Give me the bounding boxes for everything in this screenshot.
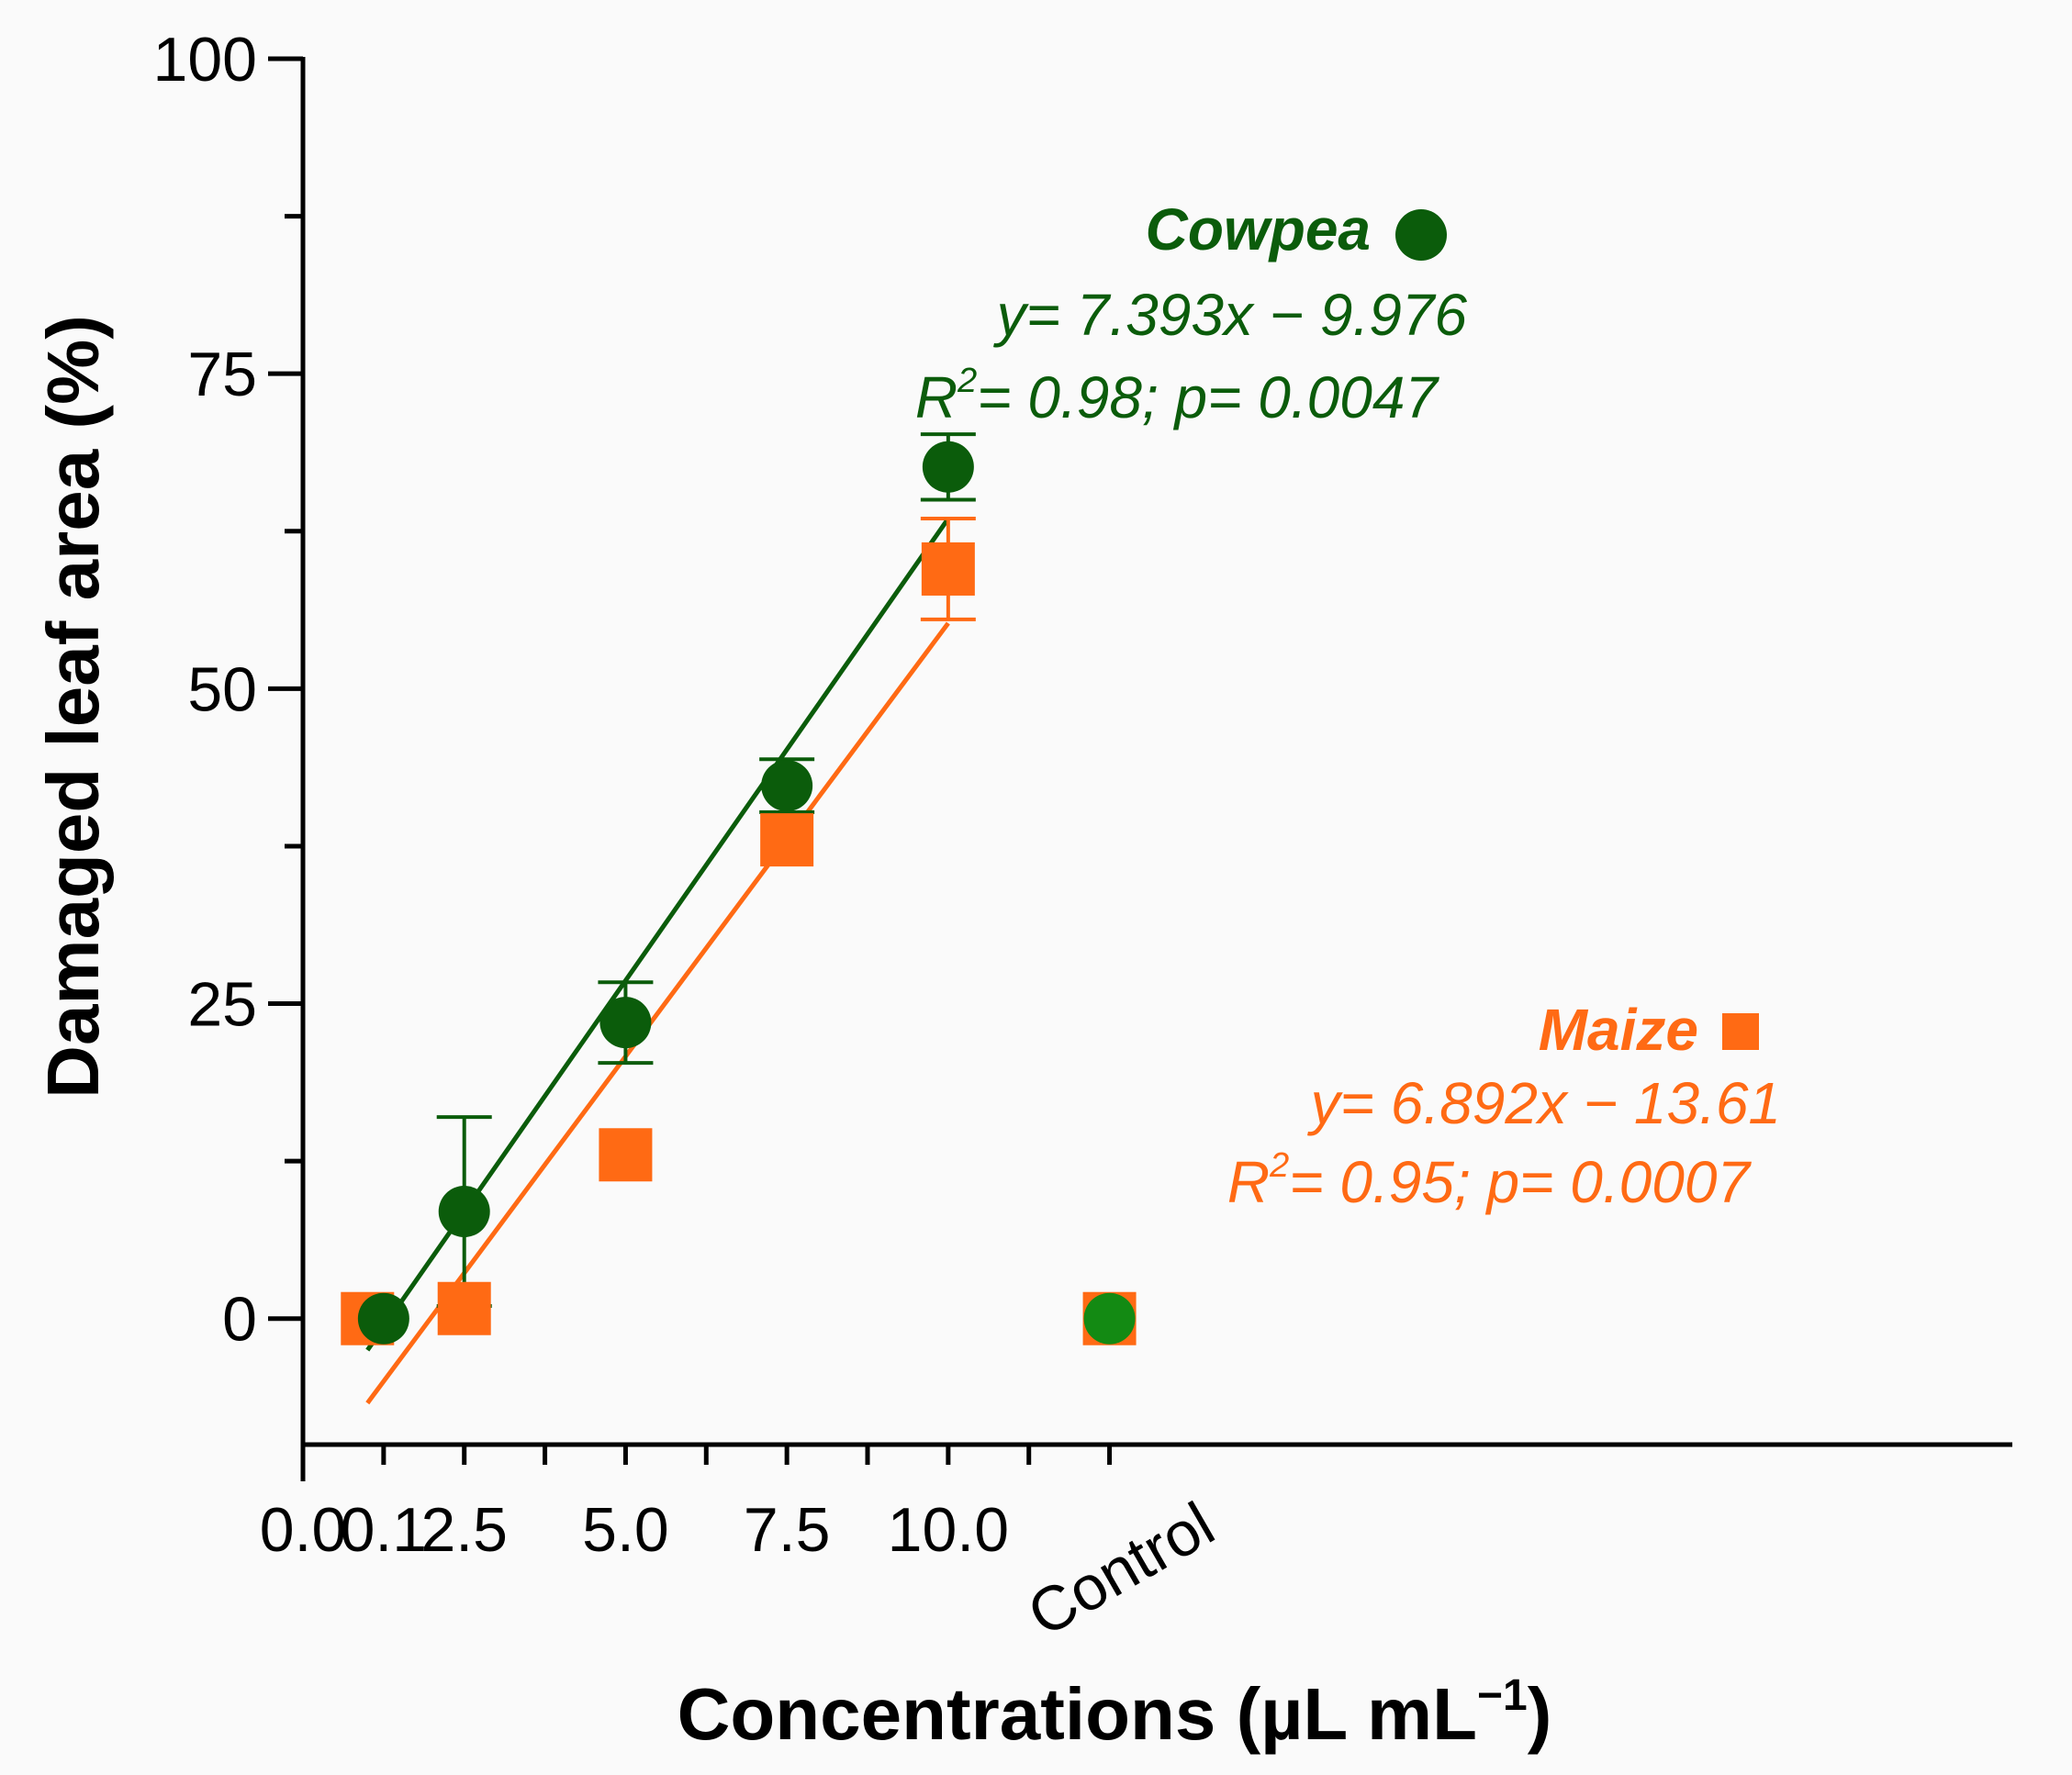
axes — [268, 56, 2012, 1481]
x-tick-label-0.1: 0.1 — [341, 1495, 428, 1565]
maize-point — [599, 1128, 653, 1182]
x-tick-label-7.5: 7.5 — [744, 1495, 831, 1565]
x-tick-label-2.5: 2.5 — [420, 1495, 508, 1565]
y-tick-label-50: 50 — [187, 654, 257, 724]
x-tick-label-0.0: 0.0 — [260, 1495, 347, 1565]
cowpea-point — [438, 1186, 490, 1238]
x-tick-label-10.0: 10.0 — [888, 1495, 1009, 1565]
x-axis-title-superscript: −1 — [1477, 1671, 1528, 1720]
cowpea-annotation: Cowpea y= 7.393x − 9.976 R2= 0.98; p= 0.… — [915, 196, 1468, 430]
fit-lines — [365, 517, 950, 1405]
maize-equation: y= 6.892x − 13.61 — [1307, 1070, 1781, 1136]
tick-labels: 0 25 50 75 100 0.00.12.5 5.0 7.5 10.0 Control — [153, 25, 1226, 1650]
x-axis-title: Concentrations (µL mL−1) — [678, 1671, 1552, 1755]
cowpea-point — [599, 997, 652, 1049]
data-points — [341, 441, 1137, 1345]
x-tick-label-control: Control — [1016, 1489, 1226, 1649]
maize-point — [921, 541, 975, 596]
maize-point — [437, 1281, 491, 1335]
cowpea-point — [357, 1292, 409, 1345]
y-tick-label-0: 0 — [222, 1285, 257, 1355]
cowpea-control-point — [1083, 1292, 1136, 1345]
cowpea-point — [922, 441, 974, 493]
cowpea-equation: y= 7.393x − 9.976 — [993, 282, 1468, 348]
x-tick-label-5.0: 5.0 — [582, 1495, 669, 1565]
maize-statistics: R2= 0.95; p= 0.0007 — [1227, 1146, 1753, 1215]
cowpea-legend-label: Cowpea — [1146, 196, 1371, 262]
error-bars — [436, 432, 976, 1308]
maize-legend-marker — [1722, 1013, 1759, 1050]
cowpea-point — [761, 760, 813, 812]
cowpea-statistics: R2= 0.98; p= 0.0047 — [915, 362, 1440, 430]
maize-annotation: Maize y= 6.892x − 13.61 R2= 0.95; p= 0.0… — [1227, 997, 1781, 1215]
y-axis-title: Damaged leaf area (%) — [32, 315, 114, 1099]
cowpea-legend-marker — [1395, 209, 1447, 261]
y-tick-label-75: 75 — [187, 340, 257, 409]
y-tick-label-25: 25 — [187, 970, 257, 1040]
maize-legend-label: Maize — [1539, 997, 1698, 1063]
y-tick-label-100: 100 — [153, 25, 257, 95]
maize-point — [760, 813, 814, 867]
